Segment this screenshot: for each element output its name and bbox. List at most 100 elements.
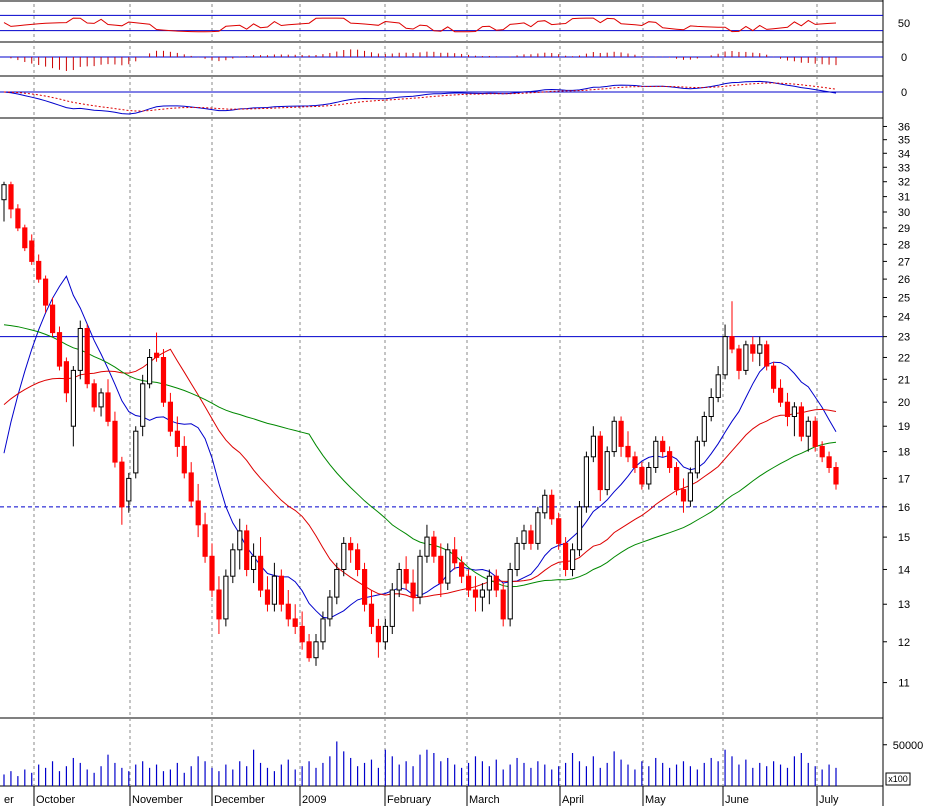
candle-body <box>15 208 21 229</box>
candle <box>576 501 583 557</box>
candle <box>84 324 90 389</box>
candle-body <box>341 542 347 571</box>
macd-histogram-panel <box>0 49 883 71</box>
candle <box>334 562 340 605</box>
month-label-4: 2009 <box>302 794 326 806</box>
chart-frame <box>0 0 884 806</box>
candle <box>230 543 236 584</box>
candle-body <box>167 401 174 432</box>
candle <box>819 441 825 463</box>
price-tick-label-32: 32 <box>898 177 910 189</box>
candle-body <box>611 420 617 453</box>
candle-body <box>625 445 631 458</box>
candle <box>306 634 312 662</box>
candle-body <box>743 344 749 371</box>
candle-body <box>154 352 160 358</box>
month-label-2: November <box>132 794 183 806</box>
price-tick-label-23: 23 <box>898 332 910 344</box>
candle <box>285 590 291 627</box>
candle <box>43 275 49 313</box>
candle <box>348 537 354 563</box>
candle-body <box>36 260 42 280</box>
price-tick-label-29: 29 <box>898 223 910 235</box>
candle <box>181 436 187 479</box>
rsi-panel <box>0 14 883 33</box>
candle <box>251 543 257 584</box>
candle <box>119 456 125 525</box>
candle <box>147 349 153 389</box>
candle-body <box>313 641 319 659</box>
candle-body <box>750 344 756 354</box>
candle-body <box>590 435 596 458</box>
candle-body <box>1 184 7 201</box>
candle <box>445 543 451 591</box>
price-tick-label-30: 30 <box>898 207 910 219</box>
candle <box>590 426 596 463</box>
candle <box>209 543 215 598</box>
candle <box>299 611 305 650</box>
price-tick-label-20: 20 <box>898 397 910 409</box>
ma-long-line <box>3 324 837 588</box>
price-panel <box>0 181 883 666</box>
candle <box>757 336 763 367</box>
candle-body <box>604 451 610 491</box>
candle <box>805 416 811 452</box>
candle <box>535 506 541 550</box>
candle-body <box>29 240 35 262</box>
month-label-9: June <box>725 794 749 806</box>
macd-histogram-tick-label: 0 <box>901 52 907 64</box>
candle-body <box>563 542 569 571</box>
candle-body <box>438 555 444 584</box>
candle <box>639 462 645 490</box>
candle-body <box>514 542 520 571</box>
candle-body <box>126 477 132 502</box>
candle-body <box>56 332 63 367</box>
candle-body <box>493 575 499 591</box>
candle-body <box>549 494 555 520</box>
macd-panel <box>0 80 883 115</box>
candle-body <box>174 430 181 447</box>
candle-body <box>833 467 839 485</box>
candle-body <box>556 518 562 544</box>
candle-body <box>105 392 111 422</box>
candle <box>56 326 63 371</box>
candle-body <box>757 344 763 354</box>
candle <box>611 416 617 457</box>
candle-body <box>424 536 430 557</box>
candle <box>223 569 229 627</box>
candle-body <box>452 549 458 564</box>
candle <box>798 402 804 442</box>
candle <box>174 416 181 457</box>
candle-body <box>320 618 326 643</box>
candle <box>382 618 388 650</box>
candle-body <box>396 569 402 591</box>
candle <box>778 379 784 407</box>
candle <box>694 436 700 479</box>
candle-body <box>798 406 804 437</box>
candle-body <box>306 641 312 659</box>
candle <box>653 436 659 473</box>
candle-body <box>674 467 680 491</box>
month-label-1: October <box>36 794 75 806</box>
candle <box>771 361 777 393</box>
candle-body <box>403 569 409 584</box>
price-tick-label-35: 35 <box>898 135 910 147</box>
candle <box>258 537 264 598</box>
candle <box>452 537 458 570</box>
candle <box>542 489 548 519</box>
candle <box>604 446 610 496</box>
candle-body <box>646 467 652 485</box>
candle <box>320 611 326 650</box>
month-label-5: February <box>387 794 432 806</box>
candle-body <box>22 227 28 249</box>
candle <box>112 411 118 468</box>
candle <box>70 366 77 447</box>
candle <box>646 462 652 490</box>
candle-body <box>43 278 49 306</box>
candle <box>597 431 603 502</box>
price-tick-label-16: 16 <box>898 502 910 514</box>
price-tick-label-21: 21 <box>898 374 910 386</box>
candle <box>826 451 832 473</box>
candle-body <box>722 336 728 376</box>
